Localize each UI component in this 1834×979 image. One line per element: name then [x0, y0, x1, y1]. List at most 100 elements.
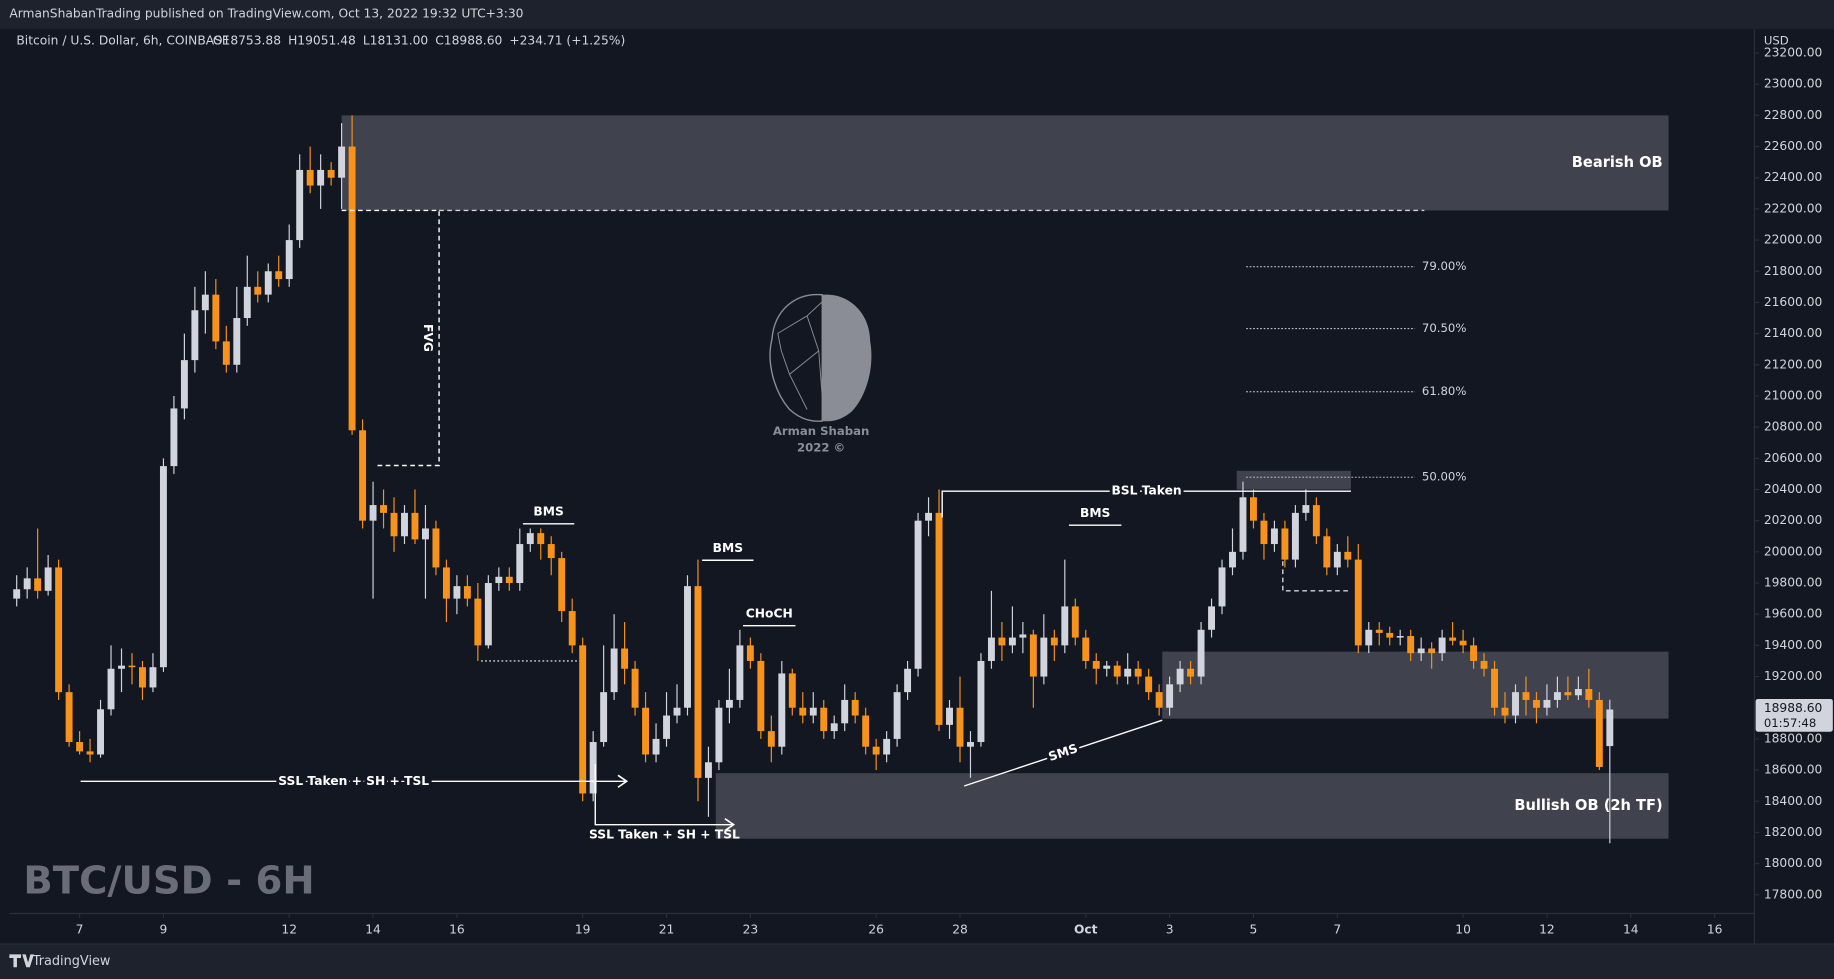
- candle-body: [1553, 692, 1561, 700]
- arrow-head: [617, 774, 629, 788]
- candle-body: [1606, 709, 1614, 747]
- annotation-line: [963, 719, 1163, 787]
- y-tick-label: 19800.00: [1764, 576, 1823, 590]
- x-tick-label: 3: [1166, 922, 1174, 936]
- y-tick-label: 23000.00: [1764, 77, 1823, 91]
- x-tick-label: 26: [868, 922, 884, 936]
- candle-body: [1574, 689, 1582, 696]
- candle-body: [390, 512, 398, 537]
- candle-body: [505, 576, 513, 584]
- candle-body: [872, 746, 880, 755]
- ohlc-readout: L18131.00: [363, 33, 428, 47]
- y-tick-label: 19600.00: [1764, 607, 1823, 621]
- y-tick-label: 17800.00: [1764, 887, 1823, 901]
- candle-body: [1459, 640, 1467, 646]
- annotation-label: FVG: [421, 324, 435, 352]
- candle-body: [1595, 699, 1603, 767]
- countdown: 01:57:48: [1764, 716, 1817, 730]
- candle-body: [380, 505, 387, 513]
- candle-body: [1061, 606, 1069, 646]
- candle-body: [1375, 629, 1383, 633]
- candle-body: [254, 286, 262, 295]
- candle-body: [55, 567, 63, 693]
- candle-body: [463, 586, 471, 599]
- candle-body: [547, 544, 555, 559]
- y-tick-label: 21600.00: [1764, 295, 1823, 309]
- candle-body: [663, 715, 670, 739]
- candle-body: [589, 742, 597, 794]
- logo-mesh: [777, 301, 823, 410]
- x-tick-label: 12: [1539, 922, 1555, 936]
- candle-body: [338, 146, 346, 178]
- bottom-bar: [0, 943, 1834, 979]
- candle-body: [128, 665, 136, 668]
- candle-body: [1512, 692, 1519, 716]
- candle-body: [432, 528, 440, 568]
- x-tick-label: 7: [1333, 922, 1341, 936]
- candle-body: [1323, 536, 1331, 568]
- plot: Bearish OB Bullish OB (2h TF) 79.00% 70.50%…: [13, 115, 1669, 844]
- x-tick-label: 16: [449, 922, 465, 936]
- candle-body: [1124, 668, 1132, 677]
- candle-body: [1145, 676, 1153, 693]
- y-tick-label: 22600.00: [1764, 139, 1823, 153]
- candle-body: [118, 665, 125, 669]
- candle-body: [23, 578, 31, 590]
- candle-body: [1239, 497, 1247, 552]
- candle-body: [1229, 551, 1236, 568]
- brand-logo: [9, 954, 34, 968]
- fib-label: 50.00%: [1422, 470, 1467, 484]
- y-tick-label: 18800.00: [1764, 731, 1823, 745]
- candle-body: [778, 673, 786, 747]
- annotation-label: SSL Taken + SH + TSL: [589, 828, 740, 842]
- candle-body: [820, 707, 828, 732]
- brand: TradingView: [32, 954, 111, 969]
- candle-body: [1155, 692, 1163, 708]
- candle-body: [684, 586, 691, 708]
- y-tick-label: 21200.00: [1764, 357, 1823, 371]
- candle-body: [484, 583, 492, 646]
- candle-body: [1176, 668, 1184, 685]
- annotation-line: [941, 490, 1351, 518]
- x-tick-label: Oct: [1074, 922, 1098, 936]
- y-tick-label: 18000.00: [1764, 856, 1823, 870]
- y-tick-label: 21000.00: [1764, 388, 1823, 402]
- annotation-line: [341, 209, 440, 467]
- candle-body: [201, 294, 209, 311]
- candle-body: [746, 645, 754, 661]
- candle-body: [243, 286, 251, 319]
- candle-body: [369, 505, 377, 521]
- y-tick-label: 22800.00: [1764, 108, 1823, 122]
- candle-body: [1208, 606, 1216, 630]
- candle-body: [495, 576, 503, 584]
- candle-body: [180, 360, 188, 409]
- candle-body: [1438, 637, 1446, 654]
- candle-body: [1008, 637, 1016, 646]
- candle-body: [998, 637, 1006, 646]
- candle-body: [788, 673, 796, 708]
- candle-body: [558, 558, 566, 612]
- candle-body: [568, 611, 576, 646]
- candle-body: [1040, 637, 1048, 677]
- candle-body: [285, 240, 293, 280]
- candle-body: [306, 169, 314, 186]
- candle-body: [34, 578, 42, 591]
- candle-body: [1019, 634, 1027, 638]
- zone: [341, 115, 1669, 211]
- candle-body: [1470, 645, 1478, 661]
- candle-body: [1428, 648, 1436, 654]
- annotation-label: BMS: [713, 541, 743, 555]
- candle-body: [1092, 660, 1100, 669]
- candle-body: [453, 586, 461, 599]
- y-tick-label: 22400.00: [1764, 170, 1823, 184]
- candle-body: [809, 707, 817, 716]
- candle-body: [956, 707, 964, 747]
- currency: USD: [1764, 33, 1789, 47]
- candle-body: [579, 645, 587, 794]
- candle-body: [159, 466, 167, 668]
- candle-body: [704, 762, 712, 778]
- candle-body: [421, 528, 429, 540]
- x-tick-label: 14: [1623, 922, 1639, 936]
- fib-label: 70.50%: [1422, 321, 1467, 335]
